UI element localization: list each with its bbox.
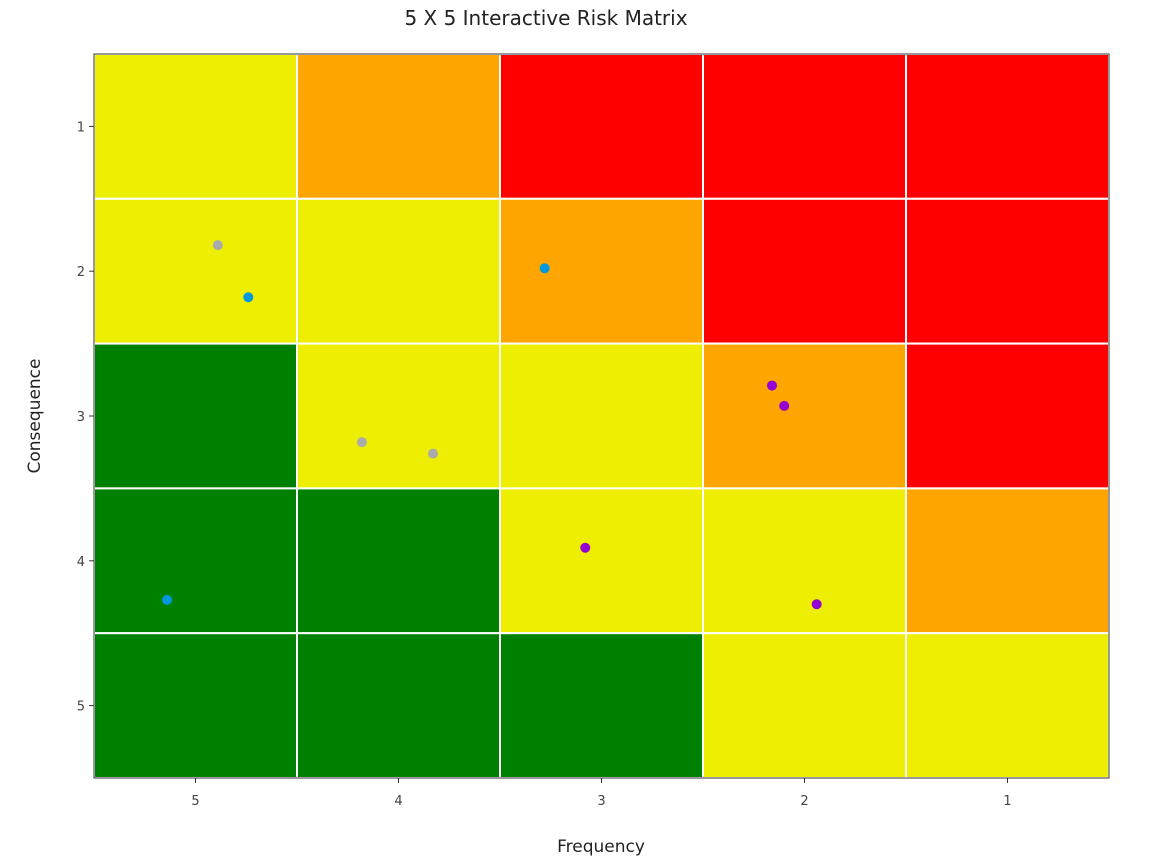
y-tick-label: 3: [77, 410, 85, 425]
risk-cell-c3-f2: [702, 342, 907, 490]
risk-point-3[interactable]: [539, 263, 550, 274]
risk-cell-c1-f5: [93, 53, 298, 200]
risk-cell-c1-f3: [499, 53, 704, 200]
y-axis-title: Consequence: [25, 359, 45, 474]
risk-point-8[interactable]: [580, 542, 591, 553]
risk-point-9[interactable]: [162, 594, 173, 605]
x-tick-label: 4: [394, 794, 402, 809]
risk-cell-c4-f4: [296, 487, 501, 635]
risk-cell-c1-f2: [702, 53, 907, 200]
risk-cell-c2-f5: [93, 197, 298, 345]
y-tick-label: 5: [77, 700, 85, 715]
risk-cell-c5-f3: [499, 632, 704, 780]
risk-cell-c2-f1: [905, 197, 1110, 345]
y-tick-label: 2: [77, 265, 85, 280]
chart-title: 5 X 5 Interactive Risk Matrix: [404, 6, 687, 30]
y-axis: 1 2 3 4 5: [77, 120, 94, 715]
risk-cell-c5-f1: [905, 632, 1110, 780]
risk-point-4[interactable]: [767, 380, 778, 391]
risk-cell-c3-f1: [905, 342, 1110, 490]
x-tick-label: 2: [800, 794, 808, 809]
risk-cell-c3-f3: [499, 342, 704, 490]
risk-cell-c4-f2: [702, 487, 907, 635]
risk-point-7[interactable]: [428, 448, 439, 459]
risk-cell-c2-f2: [702, 197, 907, 345]
risk-cell-c3-f4: [296, 342, 501, 490]
x-axis: 5 4 3 2 1: [191, 778, 1012, 809]
risk-cell-c2-f4: [296, 197, 501, 345]
x-tick-label: 3: [597, 794, 605, 809]
risk-point-2[interactable]: [243, 292, 254, 303]
risk-cell-c4-f1: [905, 487, 1110, 635]
risk-point-1[interactable]: [212, 240, 223, 251]
risk-point-10[interactable]: [811, 599, 822, 610]
risk-point-5[interactable]: [779, 400, 790, 411]
y-tick-label: 1: [77, 120, 85, 135]
risk-cell-c4-f3: [499, 487, 704, 635]
risk-cell-c1-f4: [296, 53, 501, 200]
risk-cell-c2-f3: [499, 197, 704, 345]
risk-cell-c3-f5: [93, 342, 298, 490]
risk-points[interactable]: [162, 240, 822, 610]
y-tick-label: 4: [77, 555, 85, 570]
risk-point-6[interactable]: [356, 437, 367, 448]
risk-cell-c1-f1: [905, 53, 1110, 200]
x-axis-title: Frequency: [557, 837, 645, 857]
risk-cells: [93, 53, 1110, 780]
risk-cell-c4-f5: [93, 487, 298, 635]
risk-cell-c5-f5: [93, 632, 298, 780]
risk-cell-c5-f4: [296, 632, 501, 780]
risk-cell-c5-f2: [702, 632, 907, 780]
x-tick-label: 1: [1003, 794, 1011, 809]
x-tick-label: 5: [191, 794, 199, 809]
